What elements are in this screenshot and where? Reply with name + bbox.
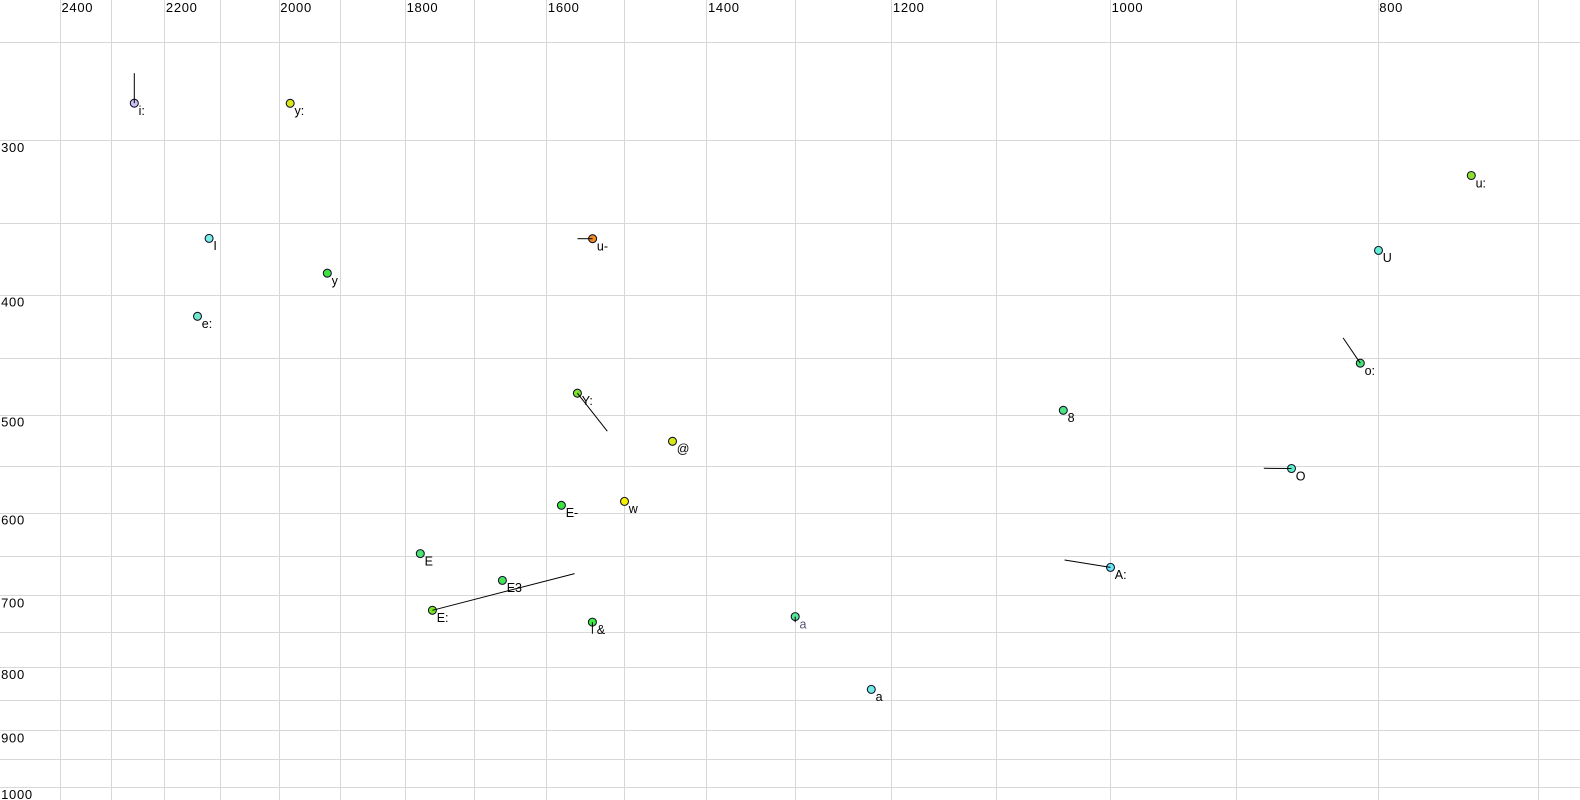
svg-text:1600: 1600 bbox=[548, 0, 580, 15]
svg-text:2000: 2000 bbox=[280, 0, 312, 15]
svg-text:300: 300 bbox=[1, 140, 25, 155]
svg-text:1000: 1000 bbox=[1112, 0, 1144, 15]
svg-text:a: a bbox=[876, 690, 883, 704]
svg-text:&: & bbox=[597, 623, 606, 637]
svg-text:y: y bbox=[332, 274, 339, 288]
svg-text:O: O bbox=[1296, 469, 1306, 483]
svg-text:I: I bbox=[213, 239, 216, 253]
svg-text:@: @ bbox=[677, 442, 690, 456]
svg-text:E:: E: bbox=[437, 611, 449, 625]
svg-text:700: 700 bbox=[1, 595, 25, 610]
svg-text:Y:: Y: bbox=[582, 394, 593, 408]
svg-text:e:: e: bbox=[202, 317, 212, 331]
svg-text:a: a bbox=[800, 617, 807, 631]
svg-text:A:: A: bbox=[1115, 568, 1127, 582]
svg-text:1000: 1000 bbox=[1, 787, 33, 800]
svg-text:i:: i: bbox=[139, 104, 145, 118]
svg-text:2200: 2200 bbox=[166, 0, 198, 15]
svg-text:o:: o: bbox=[1365, 364, 1375, 378]
svg-text:900: 900 bbox=[1, 730, 25, 745]
svg-text:u:: u: bbox=[1476, 176, 1486, 190]
svg-text:u-: u- bbox=[597, 240, 608, 254]
svg-text:1400: 1400 bbox=[708, 0, 740, 15]
svg-text:w: w bbox=[628, 502, 639, 516]
svg-text:500: 500 bbox=[1, 415, 25, 430]
svg-text:8: 8 bbox=[1068, 411, 1075, 425]
svg-text:800: 800 bbox=[1379, 0, 1403, 15]
svg-text:600: 600 bbox=[1, 513, 25, 528]
svg-text:2400: 2400 bbox=[62, 0, 94, 15]
svg-text:E-: E- bbox=[566, 506, 579, 520]
svg-text:U: U bbox=[1383, 251, 1392, 265]
svg-text:400: 400 bbox=[1, 295, 25, 310]
svg-text:E3: E3 bbox=[507, 581, 522, 595]
svg-text:y:: y: bbox=[295, 104, 305, 118]
svg-text:1800: 1800 bbox=[407, 0, 439, 15]
svg-text:1200: 1200 bbox=[893, 0, 925, 15]
svg-text:E: E bbox=[425, 554, 433, 568]
svg-text:800: 800 bbox=[1, 667, 25, 682]
